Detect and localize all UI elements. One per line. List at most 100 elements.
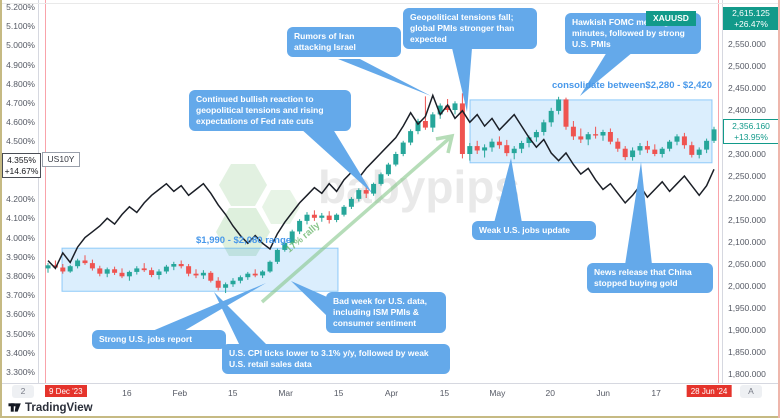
candle-body (667, 141, 673, 149)
annotation-bad-week[interactable]: Bad week for U.S. data, including ISM PM… (326, 292, 446, 334)
candle-body (711, 129, 717, 141)
candle-body (578, 136, 584, 140)
annotation-geopolitical-fall[interactable]: Geopolitical tensions fall; global PMIs … (403, 8, 537, 50)
candle-body (119, 272, 125, 277)
price-tick-label: 2,250.000 (728, 171, 766, 181)
percent-tick-label: 3.400% (6, 347, 35, 358)
candle-body (282, 242, 288, 250)
percent-tick-label: 3.500% (6, 328, 35, 339)
annotation-weak-jobs[interactable]: Weak U.S. jobs update (472, 221, 596, 241)
percent-tick-label: 4.200% (6, 194, 35, 205)
us10y-value: 4.355% (7, 155, 36, 165)
annotation-tail (300, 121, 372, 193)
interval-button[interactable]: 2 (12, 385, 34, 398)
annotation-tail (214, 292, 268, 346)
price-tick-label: 1,900.000 (728, 325, 766, 335)
price-tick-label: 2,200.000 (728, 193, 766, 203)
percent-tick-label: 4.800% (6, 78, 35, 89)
annotation-strong-jobs[interactable]: Strong U.S. jobs report (92, 330, 226, 350)
candle-body (585, 134, 591, 140)
candle-body (467, 146, 473, 154)
trend-arrow[interactable] (260, 133, 455, 304)
date-range-badge: 9 Dec '23 (45, 385, 87, 397)
range-box-label-1[interactable]: $1,990 - $2,080 range (196, 235, 292, 246)
candle-body (208, 272, 214, 281)
frame-right-edge (778, 0, 780, 418)
us10y-line[interactable] (47, 93, 715, 270)
current-change: +26.47% (734, 18, 768, 29)
candle-body (533, 132, 539, 138)
candle-body (548, 110, 554, 123)
price-tick-label: 2,300.000 (728, 149, 766, 159)
price-tick-label: 1,950.000 (728, 303, 766, 313)
candle-body (504, 145, 510, 154)
date-label: Mar (278, 388, 293, 398)
percent-tick-label: 4.700% (6, 98, 35, 109)
candle-body (593, 134, 599, 136)
candle-body (363, 190, 369, 194)
us10y-series-label[interactable]: US10Y (42, 152, 80, 167)
range-box-label-2[interactable]: consolidate between$2,280 - $2,420 (552, 80, 712, 91)
candle-body (326, 215, 332, 220)
candle-body (141, 268, 147, 271)
candle-body (356, 190, 362, 199)
candle-body (696, 149, 702, 155)
annotation-cpi-lower[interactable]: U.S. CPI ticks lower to 3.1% y/y, follow… (222, 344, 450, 375)
percent-tick-label: 5.100% (6, 21, 35, 32)
candle-body (371, 183, 377, 194)
candle-body (304, 214, 310, 221)
candle-body (289, 231, 295, 243)
candle-body (445, 105, 451, 110)
tradingview-attribution[interactable]: TradingView (8, 401, 93, 414)
percent-tick-label: 5.000% (6, 40, 35, 51)
candle-body (260, 271, 266, 276)
current-price: 2,615.125 (732, 8, 770, 18)
candle-body (430, 114, 436, 128)
us10y-change: +14.67% (4, 165, 39, 176)
date-label: 16 (122, 388, 132, 398)
candle-body (378, 174, 384, 184)
candle-body (67, 266, 73, 272)
frame-left-edge (0, 0, 2, 418)
annotation-tail (338, 59, 431, 96)
candle-body (237, 277, 243, 281)
range-box[interactable] (469, 99, 713, 164)
candle-body (274, 249, 280, 262)
price-tick-label: 1,850.000 (728, 347, 766, 357)
frame-bottom-edge (0, 416, 780, 418)
symbol-badge: XAUUSD (646, 11, 696, 26)
candle-body (149, 270, 155, 275)
annotation-tail (150, 283, 266, 332)
annotation-china-gold[interactable]: News release that China stopped buying g… (587, 263, 713, 294)
time-axis[interactable]: 9 Dec '23 16 Feb 15 Mar 15 Apr 15 May 20 Jun 17 28 J… (0, 383, 780, 400)
candle-body (112, 269, 118, 273)
autoscale-button[interactable]: A (740, 385, 762, 398)
candle-body (496, 141, 502, 146)
percent-tick-label: 3.600% (6, 309, 35, 320)
candle-body (252, 273, 258, 276)
candle-body (134, 268, 140, 272)
percent-tick-label: 3.300% (6, 366, 35, 377)
percent-tick-label: 4.900% (6, 59, 35, 70)
candle-body (408, 131, 414, 143)
candle-body (607, 132, 613, 142)
date-label: Feb (172, 388, 188, 398)
candle-body (223, 284, 229, 288)
annotation-continued-bullish[interactable]: Continued bullish reaction to geopolitic… (189, 90, 351, 132)
candle-body (674, 136, 680, 142)
candle-body (415, 121, 421, 132)
last-price: 2,356.160 (732, 121, 770, 131)
candle-body (341, 206, 347, 215)
price-tick-label: 2,050.000 (728, 259, 766, 269)
right-axis-border (722, 0, 723, 399)
candle-body (630, 150, 636, 158)
candle-body (452, 103, 458, 110)
candle-body (245, 273, 251, 278)
percent-tick-label: 5.200% (6, 2, 35, 12)
candle-body (644, 146, 650, 150)
candle-body (200, 272, 206, 276)
annotation-rumors-iran[interactable]: Rumors of Iran attacking Israel (287, 27, 401, 58)
price-tick-label: 1,800.000 (728, 369, 766, 379)
